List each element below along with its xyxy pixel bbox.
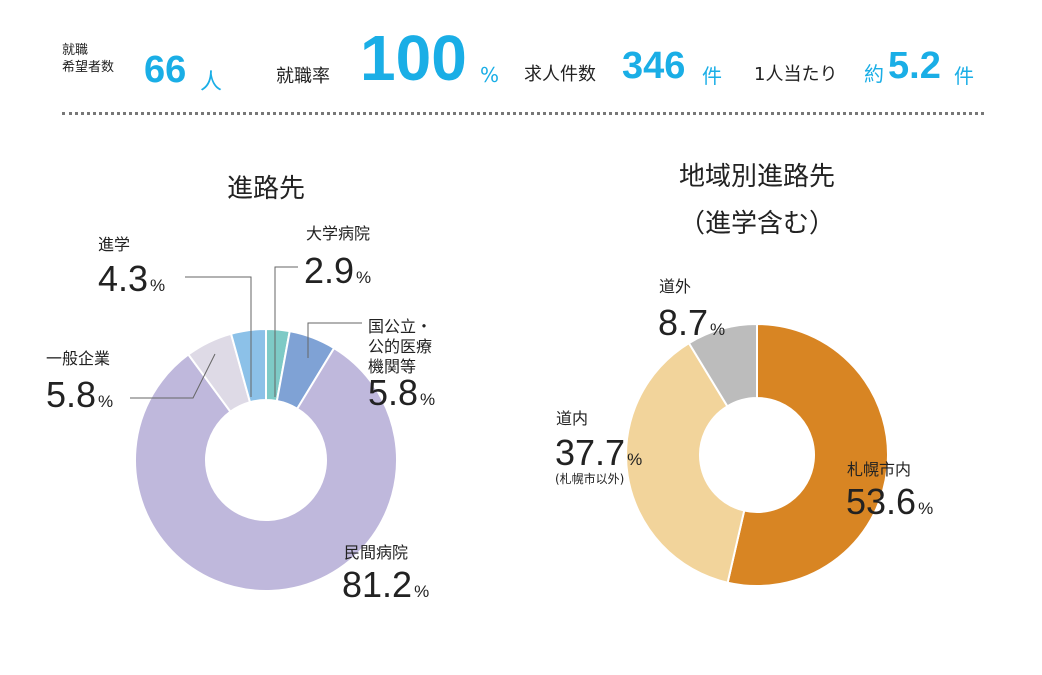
per-person-label: 1人当たり [754, 64, 838, 85]
value-private-hospital: 81.2% [342, 564, 429, 606]
value-general-company-unit: % [98, 392, 114, 411]
per-person-prefix: 約 [864, 62, 884, 86]
offers-value: 346 [622, 45, 686, 87]
slice-private-hospital [134, 346, 398, 592]
leader-line-general-company [130, 353, 216, 399]
offers-label: 求人件数 [524, 64, 596, 85]
dotted-divider [62, 112, 984, 115]
label-private-hospital: 民間病院 [344, 543, 409, 562]
value-general-company: 5.8% [46, 374, 113, 416]
leader-line-public-institution [307, 322, 362, 358]
value-university-hospital-number: 2.9 [304, 250, 355, 291]
donut-chart-region [625, 322, 889, 587]
chart-2-title-line-2: （進学含む） [678, 209, 835, 239]
slice-within-hokkaido [625, 341, 746, 584]
value-private-hospital-unit: % [414, 582, 430, 601]
value-general-company-number: 5.8 [46, 374, 97, 415]
value-sapporo-city: 53.6% [846, 481, 933, 523]
leader-line-university-hospital [274, 266, 298, 397]
value-outside-hokkaido: 8.7% [658, 302, 725, 344]
value-further-study-unit: % [150, 276, 166, 295]
value-within-hokkaido-number: 37.7 [555, 432, 626, 473]
per-person-unit: 件 [954, 64, 974, 88]
value-sapporo-city-unit: % [918, 499, 934, 518]
value-university-hospital-unit: % [356, 268, 372, 287]
value-outside-hokkaido-unit: % [710, 320, 726, 339]
note-within-hokkaido: (札幌市以外) [555, 472, 625, 486]
slice-further-study [229, 327, 267, 404]
value-public-institution-unit: % [420, 390, 436, 409]
applicants-unit: 人 [200, 70, 223, 95]
rate-label: 就職率 [276, 66, 330, 87]
value-sapporo-city-number: 53.6 [846, 481, 917, 522]
applicants-label-2: 希望者数 [62, 60, 115, 75]
applicants-label-1: 就職 [62, 43, 89, 58]
value-public-institution-number: 5.8 [368, 372, 419, 413]
rate-value: 100 [360, 22, 467, 94]
chart-1-title: 進路先 [226, 174, 305, 204]
slice-sapporo-city [726, 322, 889, 587]
value-within-hokkaido: 37.7% [555, 432, 642, 474]
donut-chart-career [134, 327, 398, 592]
offers-unit: 件 [702, 64, 722, 88]
chart-2-title-line-1: 地域別進路先 [678, 162, 835, 192]
label-general-company: 一般企業 [46, 349, 111, 368]
leader-line-further-study [185, 276, 252, 397]
label-university-hospital: 大学病院 [306, 224, 371, 243]
per-person-value: 5.2 [888, 45, 941, 87]
value-private-hospital-number: 81.2 [342, 564, 413, 605]
applicants-value: 66 [144, 49, 187, 91]
label-public-institution-line-3: 機関等 [368, 357, 417, 376]
label-public-institution-line-2: 公的医療 [368, 337, 433, 356]
value-outside-hokkaido-number: 8.7 [658, 302, 709, 343]
label-outside-hokkaido: 道外 [659, 277, 692, 296]
leader-lines [130, 266, 362, 399]
rate-unit: % [480, 63, 500, 87]
label-further-study: 進学 [98, 235, 131, 254]
value-university-hospital: 2.9% [304, 250, 371, 292]
label-within-hokkaido: 道内 [556, 409, 589, 428]
value-within-hokkaido-unit: % [627, 450, 643, 469]
value-further-study-number: 4.3 [98, 258, 149, 299]
value-further-study: 4.3% [98, 258, 165, 300]
label-sapporo-city: 札幌市内 [847, 460, 912, 479]
label-public-institution-line-1: 国公立・ [368, 317, 433, 336]
slice-outside-hokkaido [687, 322, 758, 408]
value-public-institution: 5.8% [368, 372, 435, 414]
